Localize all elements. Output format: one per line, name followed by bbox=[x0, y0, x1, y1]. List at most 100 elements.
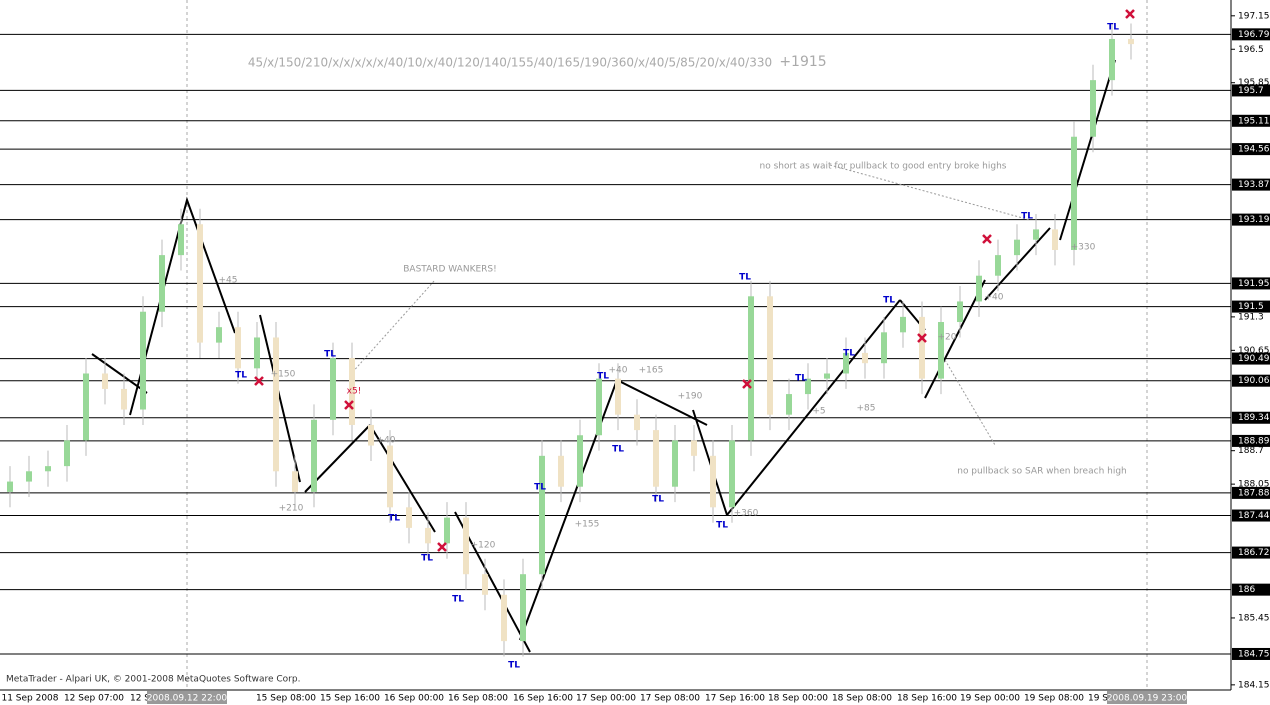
tl-marker: TL bbox=[508, 661, 520, 671]
annotation: x5! bbox=[347, 387, 362, 397]
candle-body bbox=[216, 327, 222, 343]
level-label-box bbox=[1232, 546, 1270, 559]
tl-marker: TL bbox=[534, 483, 546, 493]
level-label-box bbox=[1232, 178, 1270, 191]
y-tick-label: 195.85 bbox=[1238, 78, 1270, 88]
y-tick-label: 191.3 bbox=[1238, 312, 1264, 322]
level-label: 188.89 bbox=[1238, 436, 1270, 446]
tl-marker: TL bbox=[716, 521, 728, 531]
crosshair-label: 2008.09.12 22:00 bbox=[147, 694, 228, 704]
x-tick-label: 18 Sep 08:00 bbox=[832, 694, 892, 704]
candle-body bbox=[577, 435, 583, 487]
level-label-box bbox=[1232, 374, 1270, 387]
trade-label: +40 bbox=[985, 293, 1004, 303]
candle-body bbox=[881, 332, 887, 364]
candle-body bbox=[83, 373, 89, 441]
level-label: 195.11 bbox=[1238, 116, 1270, 126]
y-tick-label: 185.45 bbox=[1238, 613, 1270, 623]
candle-body bbox=[1128, 38, 1134, 45]
x-tick-label: 16 Sep 08:00 bbox=[448, 694, 508, 704]
candle-body bbox=[482, 574, 488, 595]
y-tick-label: 188.7 bbox=[1238, 446, 1264, 456]
level-label: 196.79 bbox=[1238, 30, 1270, 40]
level-label-box bbox=[1232, 509, 1270, 522]
trade-label: +330 bbox=[1071, 243, 1096, 253]
x-tick-label: 17 Sep 16:00 bbox=[705, 694, 765, 704]
level-label-box bbox=[1232, 84, 1270, 97]
crosshair-label-box bbox=[1107, 691, 1187, 704]
level-label: 195.7 bbox=[1238, 86, 1264, 96]
level-label: 190.06 bbox=[1238, 376, 1270, 386]
trade-label: +45 bbox=[219, 276, 238, 286]
candle-body bbox=[710, 455, 716, 508]
exit-cross bbox=[1125, 9, 1135, 19]
crosshair-label: 2008.09.19 23:00 bbox=[1107, 694, 1188, 704]
candle-body bbox=[1090, 80, 1096, 137]
candle-body bbox=[406, 507, 412, 528]
candle-body bbox=[1109, 38, 1115, 81]
trade-label: +210 bbox=[279, 504, 304, 514]
trade-label: +165 bbox=[639, 366, 664, 376]
pointer-line bbox=[349, 164, 1031, 446]
candle-body bbox=[311, 419, 317, 492]
tl-marker: TL bbox=[1021, 212, 1033, 222]
candle-body bbox=[45, 466, 51, 472]
tl-marker: TL bbox=[324, 350, 336, 360]
candle-body bbox=[691, 440, 697, 456]
candle-body bbox=[767, 296, 773, 415]
trade-label: +190 bbox=[678, 392, 703, 402]
crosshair-label-box bbox=[147, 691, 227, 704]
level-label-box bbox=[1232, 434, 1270, 447]
candle-body bbox=[197, 224, 203, 343]
candle-body bbox=[330, 358, 336, 420]
trade-label: +85 bbox=[857, 404, 876, 414]
level-label: 187.88 bbox=[1238, 488, 1270, 498]
x-tick-label: 16 Sep 16:00 bbox=[513, 694, 573, 704]
tl-marker: TL bbox=[452, 595, 464, 605]
x-tick-label: 19 S bbox=[1088, 694, 1108, 704]
level-label: 186.72 bbox=[1238, 548, 1270, 558]
x-tick-label: 11 Sep 2008 bbox=[1, 694, 58, 704]
trade-label: +5 bbox=[812, 407, 825, 417]
exit-cross bbox=[254, 376, 264, 386]
level-label-box bbox=[1232, 114, 1270, 127]
candle-body bbox=[539, 455, 545, 575]
level-label: 194.56 bbox=[1238, 145, 1270, 155]
annotation: no pullback so SAR when breach high bbox=[957, 467, 1127, 477]
candle-body bbox=[634, 414, 640, 431]
level-label-box bbox=[1232, 277, 1270, 290]
annotation: no short as wait for pullback to good en… bbox=[760, 162, 1007, 172]
trade-label: +40 bbox=[377, 436, 396, 446]
trade-label: +150 bbox=[271, 370, 296, 380]
candle-body bbox=[843, 352, 849, 374]
candle-body bbox=[1052, 229, 1058, 250]
trade-label: +120 bbox=[471, 541, 496, 551]
candle-body bbox=[463, 517, 469, 575]
candle-body bbox=[824, 373, 830, 379]
level-label: 184.75 bbox=[1238, 649, 1270, 659]
candle-body bbox=[425, 527, 431, 544]
tl-marker: TL bbox=[235, 371, 247, 381]
x-tick-label: 12 S bbox=[130, 694, 150, 704]
candle-body bbox=[672, 440, 678, 487]
level-label: 189.34 bbox=[1238, 413, 1270, 423]
exit-cross bbox=[344, 400, 354, 410]
x-tick-label: 17 Sep 00:00 bbox=[576, 694, 636, 704]
level-label: 187.44 bbox=[1238, 511, 1270, 521]
candle-body bbox=[7, 481, 13, 492]
y-tick-label: 190.65 bbox=[1238, 346, 1270, 356]
chart-title: 45/x/150/210/x/x/x/x/x/40/10/x/40/120/14… bbox=[248, 56, 772, 70]
level-label: 191.5 bbox=[1238, 302, 1264, 312]
x-tick-label: 16 Sep 00:00 bbox=[384, 694, 444, 704]
candle-body bbox=[919, 316, 925, 379]
exit-cross bbox=[742, 379, 752, 389]
exit-cross bbox=[917, 333, 927, 343]
tl-marker: TL bbox=[597, 372, 609, 382]
candle-body bbox=[615, 378, 621, 415]
tl-marker: TL bbox=[388, 514, 400, 524]
tl-marker: TL bbox=[795, 374, 807, 384]
level-label: 193.87 bbox=[1238, 180, 1270, 190]
tl-marker: TL bbox=[843, 349, 855, 359]
